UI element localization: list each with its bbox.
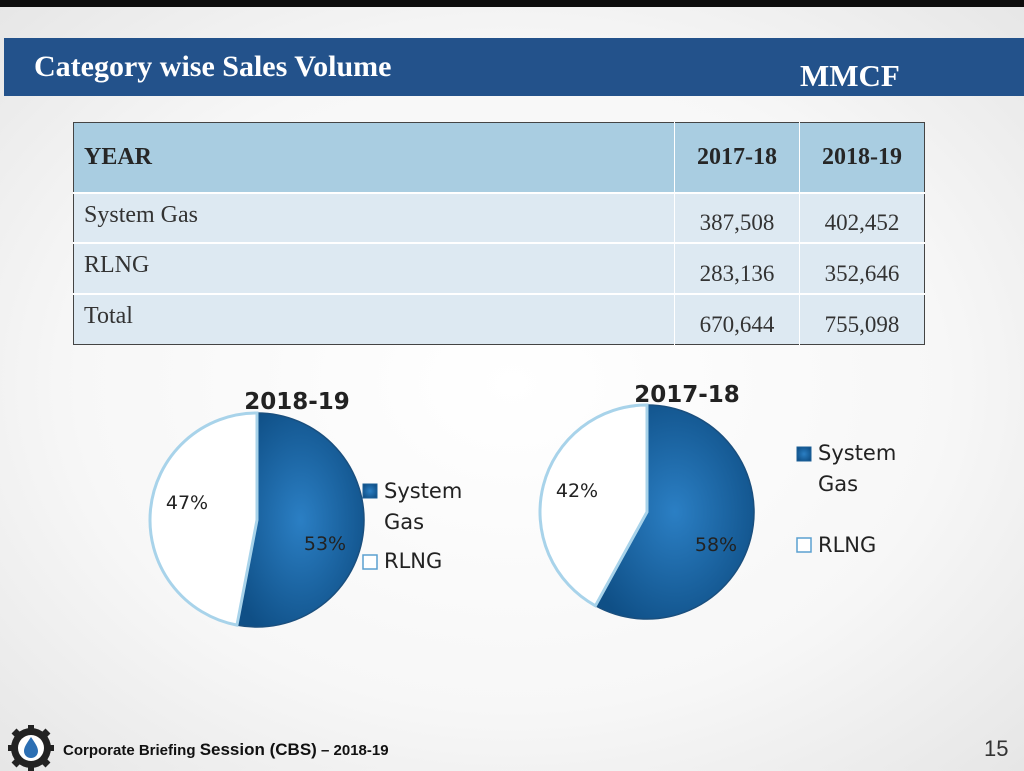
header-year: YEAR: [84, 143, 153, 170]
pct-label-rlng-2018-19: 47%: [166, 492, 208, 514]
footer-caption: Corporate Briefing Session (CBS) – 2018-…: [63, 740, 389, 760]
legend-label-rlng: RLNG: [818, 533, 876, 557]
cell-value: 670,644: [674, 293, 800, 345]
legend-swatch-rlng: [362, 554, 378, 570]
legend-label-system: System: [818, 441, 896, 465]
legend-label-gas: Gas: [818, 472, 858, 496]
pct-label-system-gas-2018-19: 53%: [304, 533, 346, 555]
pie-2017-18: [538, 403, 755, 620]
pct-label-rlng-2017-18: 42%: [556, 480, 598, 502]
pie-slice-rlng: [538, 403, 649, 608]
title-bar: Category wise Sales Volume MMCF: [4, 38, 1024, 96]
logo-drop-icon: [24, 737, 38, 758]
pie-slice-rlng: [148, 411, 259, 627]
legend-swatch-system-gas: [796, 446, 812, 462]
chart-title-2018-19: 2018-19: [244, 389, 350, 415]
slide-title: Category wise Sales Volume: [34, 50, 392, 83]
table-row: System Gas 387,508 402,452: [73, 192, 925, 244]
footer-text-a: Corporate Briefing: [63, 742, 200, 759]
pie-slice-system-gas: [236, 412, 365, 628]
footer-text-b: Session (CBS): [199, 740, 317, 759]
header-2018-19: 2018-19: [799, 122, 925, 193]
cell-value: 283,136: [674, 243, 800, 294]
company-logo: [8, 725, 54, 771]
legend-label-rlng: RLNG: [384, 549, 442, 573]
header-2017-18: 2017-18: [674, 122, 800, 193]
row-label: Total: [84, 302, 133, 329]
row-label: RLNG: [84, 252, 150, 279]
table-row: RLNG 283,136 352,646: [73, 243, 925, 294]
legend-swatch-rlng: [796, 537, 812, 553]
legend-label-gas: Gas: [384, 510, 424, 534]
unit-label: MMCF: [800, 58, 900, 93]
cell-value: 755,098: [799, 293, 925, 345]
top-border: [0, 0, 1024, 7]
legend-2018-19: System Gas RLNG: [362, 479, 462, 573]
cell-value: 352,646: [799, 243, 925, 294]
table-row: Total 670,644 755,098: [73, 293, 925, 345]
legend-label-system: System: [384, 479, 462, 503]
table-header-row: YEAR 2017-18 2018-19: [73, 122, 925, 193]
legend-swatch-system-gas: [362, 483, 378, 499]
row-label: System Gas: [84, 201, 198, 228]
pie-slice-system-gas: [594, 404, 755, 620]
pct-label-system-gas-2017-18: 58%: [695, 534, 737, 556]
cell-value: 402,452: [799, 192, 925, 244]
page-number: 15: [984, 736, 1009, 761]
footer-text-c: – 2018-19: [316, 742, 389, 759]
pie-2018-19: [148, 411, 365, 628]
chart-title-2017-18: 2017-18: [634, 382, 740, 408]
sales-volume-table: YEAR 2017-18 2018-19 System Gas 387,508 …: [73, 122, 925, 345]
legend-2017-18: System Gas RLNG: [796, 441, 896, 557]
cell-value: 387,508: [674, 192, 800, 244]
